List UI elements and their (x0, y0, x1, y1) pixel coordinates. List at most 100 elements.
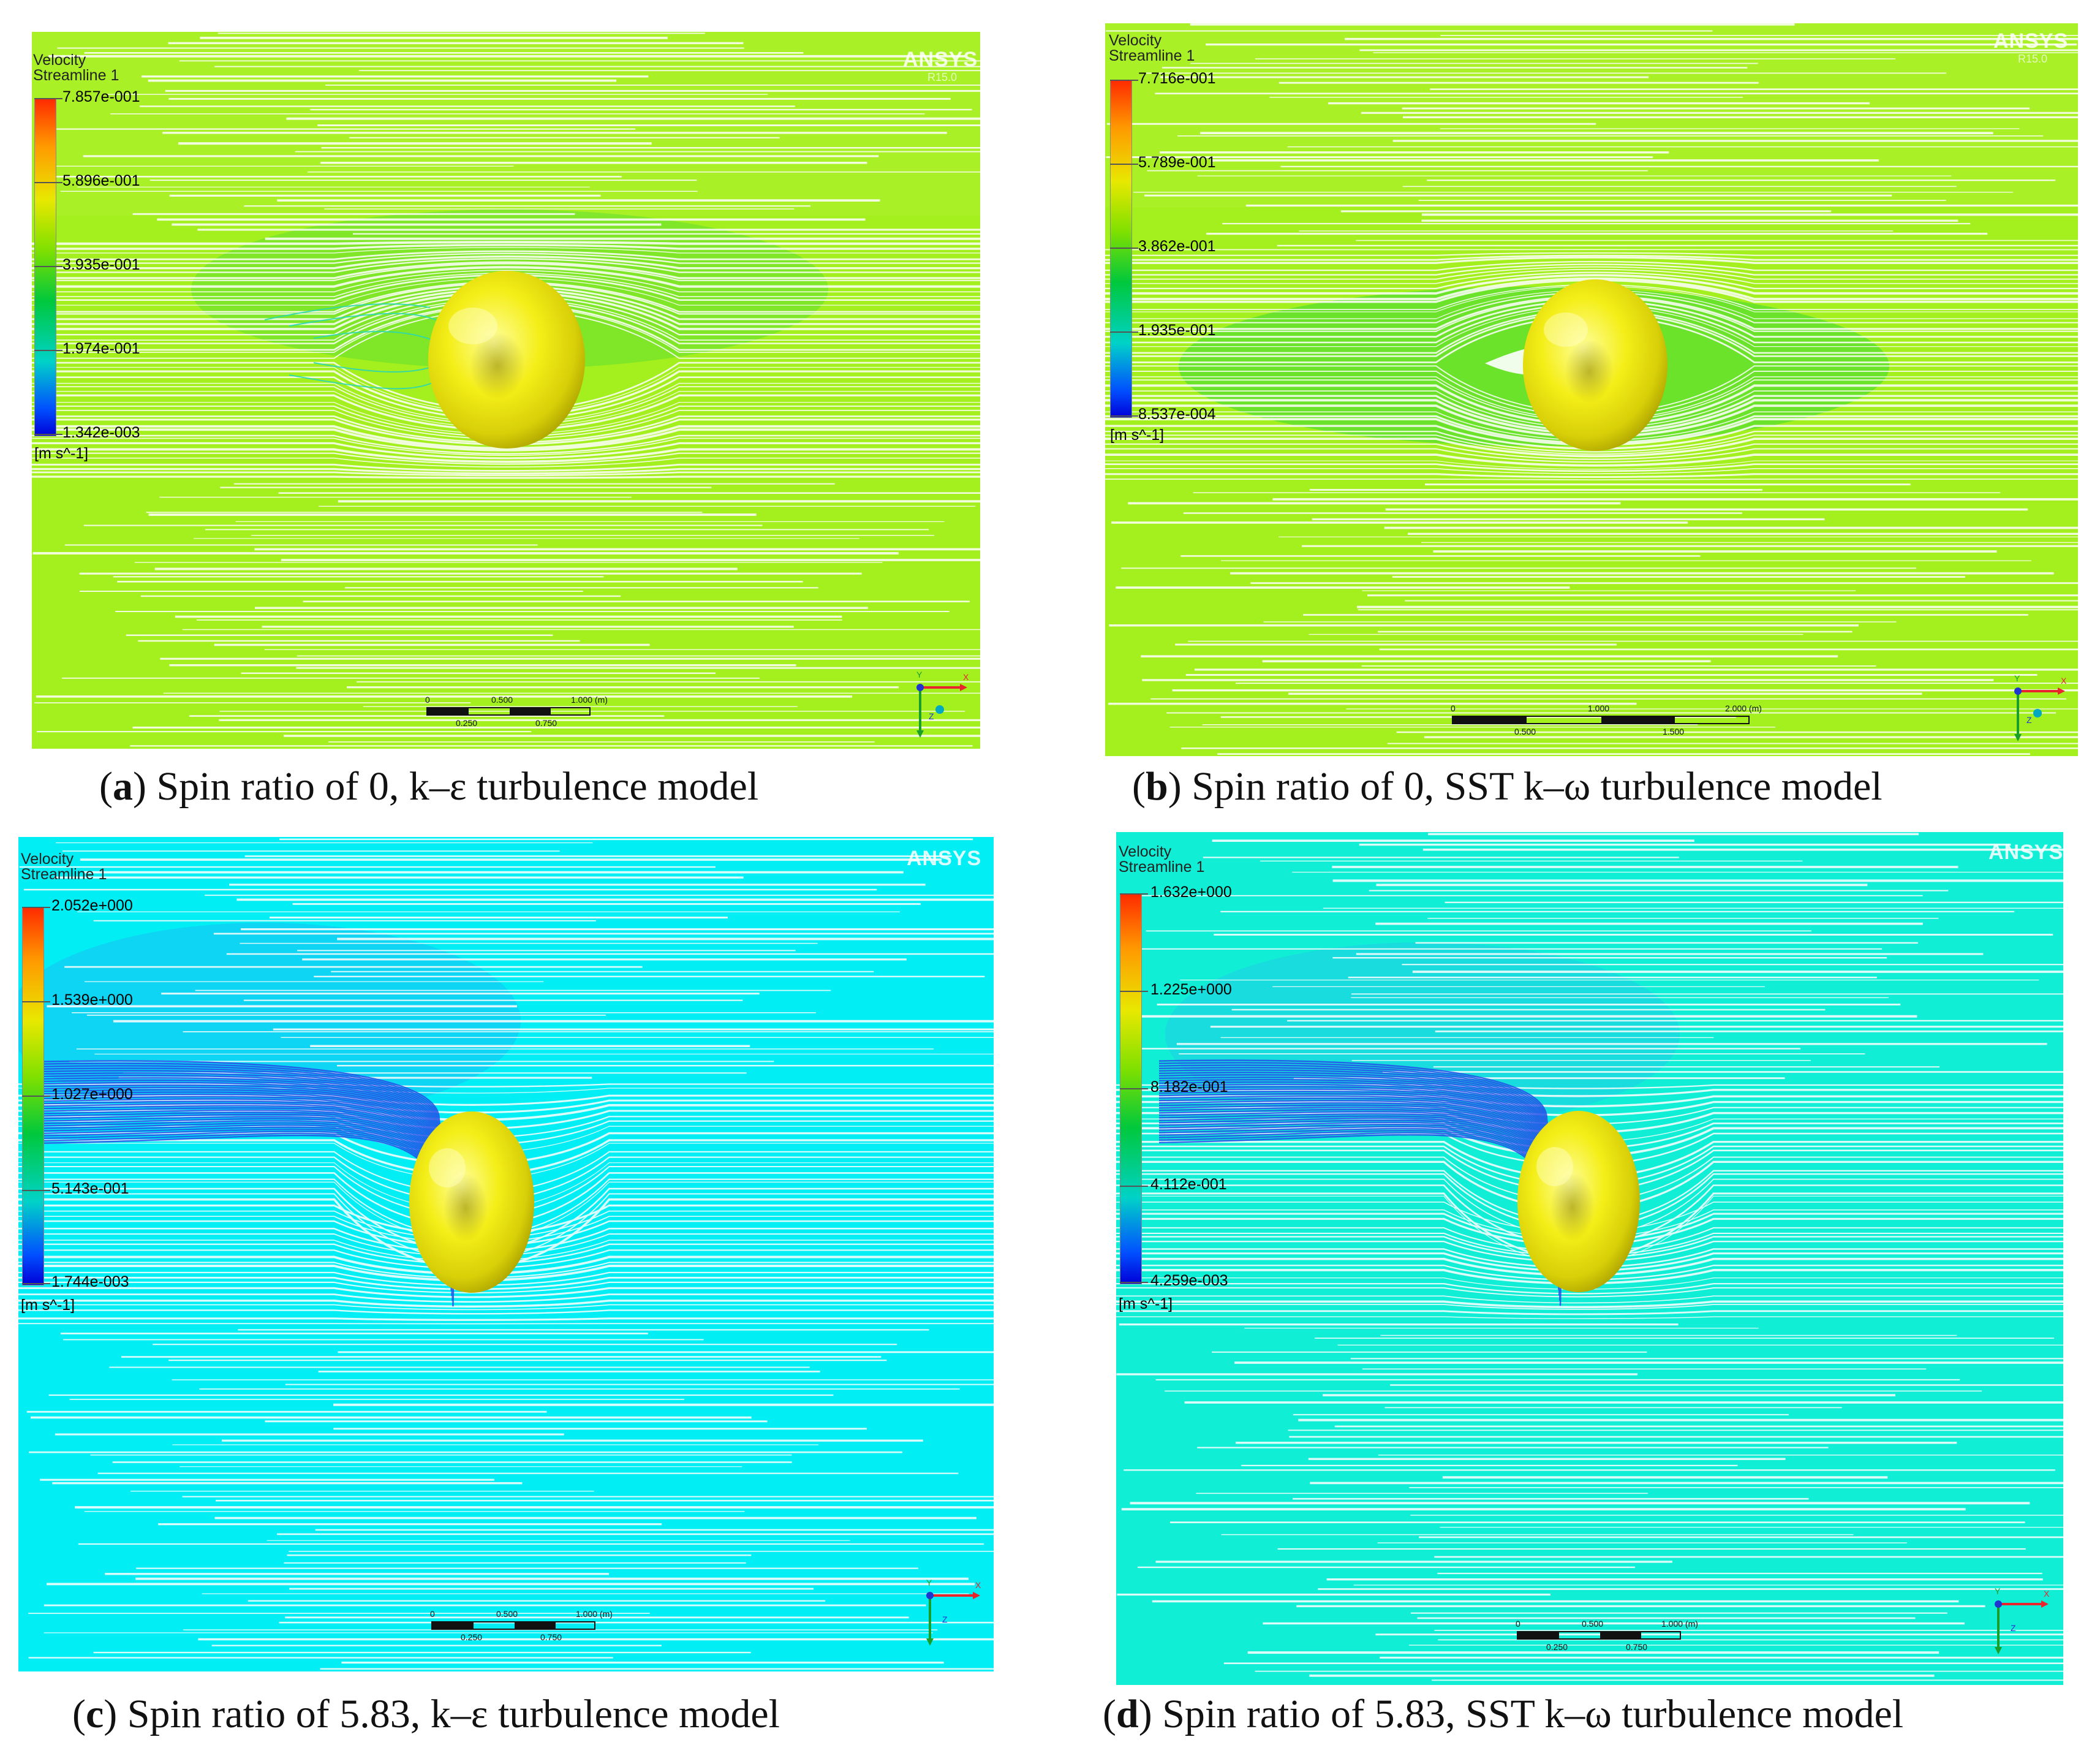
panel-a: Velocity Streamline 1 7.857e-001 5.896e-… (32, 32, 980, 749)
streamline (32, 250, 980, 260)
tick-3: 5.143e-001 (51, 1180, 129, 1197)
streamline (1105, 448, 2078, 463)
streamline (18, 1293, 994, 1303)
tick-1: 5.789e-001 (1138, 154, 1216, 171)
panel-c: Velocity Streamline 1 2.052e+000 1.539e+… (18, 837, 994, 1671)
streamline (1105, 274, 2078, 295)
colorbar-a (34, 98, 56, 436)
svg-text:Z: Z (929, 711, 934, 721)
streamline (1105, 256, 2078, 264)
streamline (1105, 453, 2078, 467)
tick-1: 1.539e+000 (51, 991, 133, 1009)
ansys-version: R15.0 (2018, 53, 2048, 65)
streamline (32, 448, 980, 463)
legend-subtitle: Streamline 1 (33, 67, 119, 84)
tick-3: 1.935e-001 (1138, 322, 1216, 339)
streamline (32, 244, 980, 250)
streamline (1105, 266, 2078, 280)
ansys-version: R15.0 (927, 71, 957, 83)
svg-text:X: X (975, 1580, 981, 1590)
streamline (18, 1287, 994, 1298)
streamline (1105, 271, 2078, 290)
axis-triad-c: Y X Z (926, 1578, 981, 1646)
legend-a: Velocity Streamline 1 (33, 53, 119, 83)
units-label: [m s^-1] (21, 1297, 75, 1314)
tick-2: 8.182e-001 (1150, 1078, 1228, 1096)
caption-letter: c (85, 1692, 104, 1736)
streamline (18, 1309, 994, 1315)
streamline (32, 255, 980, 270)
streamline (1105, 254, 2078, 261)
svg-text:X: X (963, 672, 969, 682)
streamline (18, 1299, 994, 1308)
streamline (1105, 460, 2078, 470)
tick-4: 1.744e-003 (51, 1273, 129, 1290)
streamline (1105, 260, 2078, 271)
colorbar-b (1110, 80, 1132, 418)
streamline (1105, 463, 2078, 472)
units-label: [m s^-1] (1110, 426, 1165, 444)
svg-text:Y: Y (1995, 1586, 2001, 1596)
tick-2: 1.027e+000 (51, 1086, 133, 1103)
scale-bar-c: 0 0.500 1.000 (m) 0.250 0.750 (430, 1609, 613, 1642)
streamline (1105, 277, 2078, 300)
streamline (32, 258, 980, 273)
streamline (32, 457, 980, 467)
caption-d: (d) Spin ratio of 5.83, SST k–ω turbulen… (1103, 1692, 1904, 1736)
streamline (1116, 1282, 2063, 1295)
streamline (1116, 1300, 2063, 1309)
svg-text:Y: Y (926, 1578, 932, 1588)
legend-c: Velocity Streamline 1 (21, 850, 107, 883)
streamline (32, 261, 980, 279)
legend-d: Velocity Streamline 1 (1119, 843, 1205, 876)
tick-0: 7.716e-001 (1138, 70, 1216, 87)
caption-a: (a) Spin ratio of 0, k–ε turbulence mode… (99, 764, 759, 809)
flow-field-b (1105, 23, 2078, 756)
tick-3: 1.974e-001 (62, 340, 140, 357)
streamline (32, 263, 980, 281)
scale-bar-b: 0 1.000 2.000 (m) 0.500 1.500 (1451, 703, 1762, 736)
tick-4: 1.342e-003 (62, 424, 140, 441)
tick-3: 4.112e-001 (1150, 1176, 1227, 1193)
streamline (1116, 1316, 2063, 1319)
tick-0: 1.632e+000 (1150, 884, 1232, 901)
caption-letter: d (1116, 1692, 1139, 1736)
tick-1: 5.896e-001 (62, 172, 140, 189)
ansys-logo: ANSYS (1993, 29, 2069, 53)
caption-c: (c) Spin ratio of 5.83, k–ε turbulence m… (72, 1692, 780, 1736)
ansys-logo: ANSYS (903, 48, 978, 71)
legend-title: Velocity (33, 51, 86, 69)
streamline (1105, 431, 2078, 453)
streamline (1105, 434, 2078, 455)
panel-b: Velocity Streamline 1 7.716e-001 5.789e-… (1105, 23, 2078, 756)
axis-triad-a: Y X Z (916, 670, 969, 738)
streamline (1105, 268, 2078, 284)
tick-4: 8.537e-004 (1138, 406, 1216, 423)
streamline (32, 428, 980, 452)
caption-letter: a (112, 764, 133, 809)
streamline (1105, 263, 2078, 276)
legend-b: Velocity Streamline 1 (1109, 32, 1195, 64)
tick-0: 2.052e+000 (51, 897, 133, 914)
streamline (32, 270, 980, 293)
streamline (32, 437, 980, 456)
ansys-logo: ANSYS (907, 847, 982, 870)
streamline (32, 434, 980, 455)
streamline (32, 252, 980, 264)
streamline (32, 266, 980, 288)
flow-field-a (32, 32, 980, 749)
streamline (1105, 473, 2078, 478)
streamline (1116, 1287, 2063, 1298)
units-label: [m s^-1] (34, 445, 89, 462)
streamline (1116, 1304, 2063, 1310)
axis-triad-b: Y X Z (2014, 673, 2067, 741)
flow-field-d (1116, 832, 2063, 1685)
streamline (1105, 468, 2078, 474)
streamline (1105, 479, 2078, 481)
tick-2: 3.862e-001 (1138, 238, 1216, 255)
svg-text:Z: Z (2011, 1623, 2016, 1633)
svg-text:Z: Z (2026, 715, 2032, 725)
streamline (18, 1304, 994, 1311)
streamline (1116, 1310, 2063, 1315)
streamline (32, 241, 980, 245)
